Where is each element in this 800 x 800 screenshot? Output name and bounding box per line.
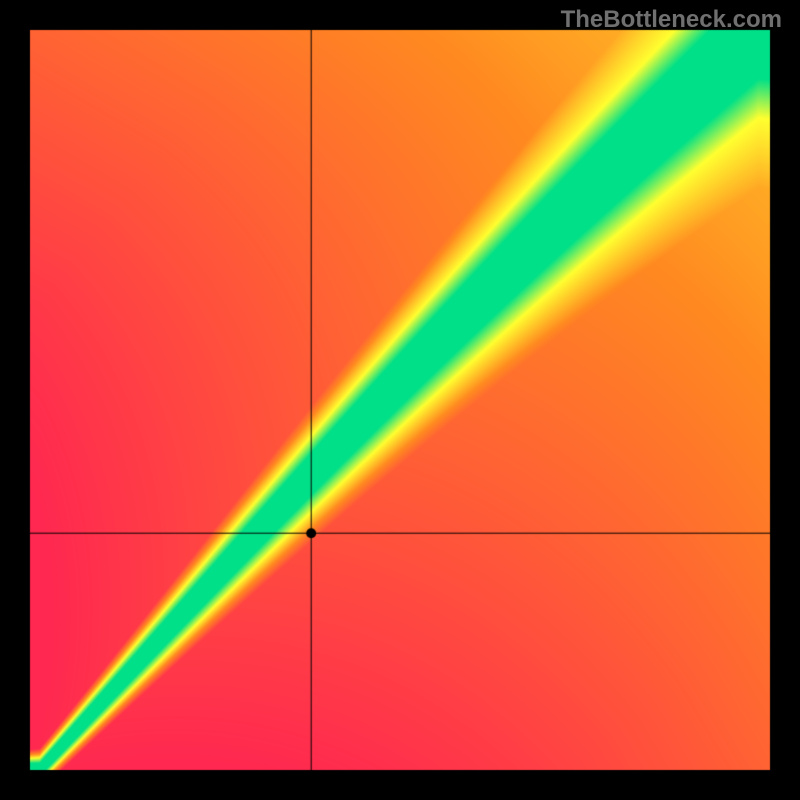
bottleneck-heatmap: [0, 0, 800, 800]
watermark-text: TheBottleneck.com: [561, 6, 782, 34]
